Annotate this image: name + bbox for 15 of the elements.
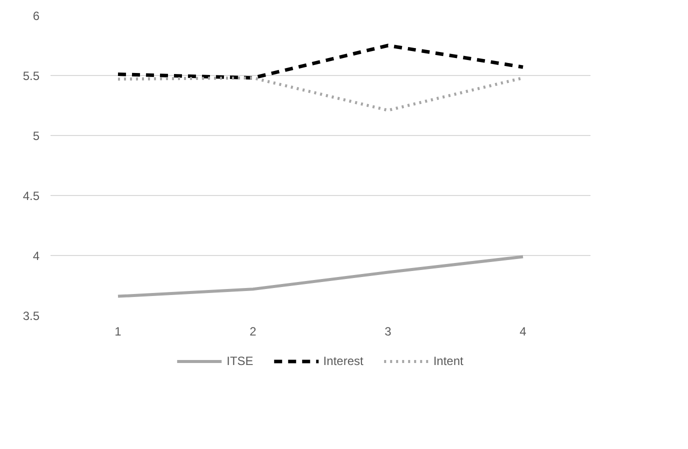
x-tick-label: 3 [384, 324, 392, 338]
x-tick-label: 2 [250, 324, 257, 338]
x-tick-label: 1 [114, 324, 122, 338]
legend-label: Intent [433, 354, 464, 368]
line-series [116, 255, 524, 298]
legend-label: Interest [323, 354, 364, 368]
y-tick-label: 3.5 [22, 309, 40, 323]
legend-label: ITSE [226, 354, 254, 368]
y-tick-label: 4.5 [22, 189, 40, 203]
y-tick-label: 5 [32, 129, 40, 143]
y-tick-label: 4 [32, 249, 40, 263]
x-tick-label: 4 [520, 324, 527, 338]
line-series [116, 44, 525, 80]
y-tick-label: 5.5 [22, 69, 40, 83]
y-tick-label: 6 [32, 9, 40, 23]
